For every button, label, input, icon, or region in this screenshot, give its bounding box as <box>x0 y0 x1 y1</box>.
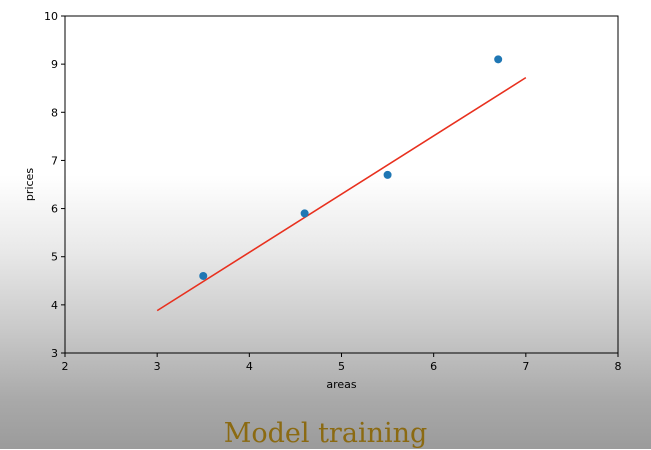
x-tick-label: 7 <box>522 360 529 373</box>
y-tick-label: 9 <box>51 58 58 71</box>
x-tick-label: 6 <box>430 360 437 373</box>
regression-line <box>156 76 527 312</box>
data-point <box>199 271 208 280</box>
x-axis-label: areas <box>326 378 357 391</box>
series-layer <box>156 55 527 312</box>
x-tick-label: 8 <box>615 360 622 373</box>
data-point <box>494 55 503 64</box>
y-axis-ticks: 3 4 5 6 7 8 9 10 <box>44 10 65 360</box>
y-tick-label: 5 <box>51 251 58 264</box>
data-point <box>383 170 392 179</box>
y-tick-label: 3 <box>51 347 58 360</box>
slide-caption: Model training <box>223 418 428 449</box>
y-tick-label: 8 <box>51 106 58 119</box>
y-axis-label: prices <box>23 168 36 201</box>
x-tick-label: 2 <box>62 360 69 373</box>
y-tick-label: 4 <box>51 299 58 312</box>
x-axis-ticks: 2 3 4 5 6 7 8 <box>62 353 622 373</box>
x-tick-label: 5 <box>338 360 345 373</box>
x-tick-label: 4 <box>246 360 253 373</box>
y-tick-label: 10 <box>44 10 58 23</box>
data-point <box>300 209 309 218</box>
x-tick-label: 3 <box>154 360 161 373</box>
plot-area <box>64 15 619 354</box>
y-tick-label: 7 <box>51 154 58 167</box>
y-tick-label: 6 <box>51 203 58 216</box>
